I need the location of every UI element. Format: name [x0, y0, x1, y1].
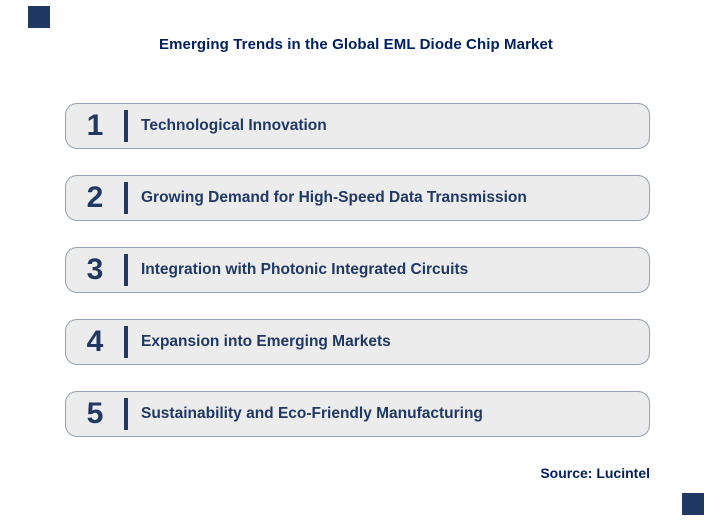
- trend-label: Growing Demand for High-Speed Data Trans…: [141, 189, 527, 206]
- trend-label: Expansion into Emerging Markets: [141, 333, 391, 350]
- corner-square-top-left: [28, 6, 50, 28]
- trend-item: 1 Technological Innovation: [65, 103, 650, 149]
- corner-square-bottom-right: [682, 493, 704, 515]
- trend-number: 4: [86, 325, 104, 358]
- trend-number: 1: [86, 109, 104, 142]
- trend-label: Integration with Photonic Integrated Cir…: [141, 261, 469, 278]
- trend-number: 5: [86, 397, 104, 430]
- page-title: Emerging Trends in the Global EML Diode …: [158, 36, 554, 53]
- trend-number: 2: [86, 181, 104, 214]
- trend-item: 3 Integration with Photonic Integrated C…: [65, 247, 650, 293]
- divider-bar: [124, 398, 128, 430]
- trend-label: Sustainability and Eco-Friendly Manufact…: [141, 405, 483, 422]
- trend-number: 3: [86, 253, 104, 286]
- divider-bar: [124, 182, 128, 214]
- divider-bar: [124, 254, 128, 286]
- trend-item: 2 Growing Demand for High-Speed Data Tra…: [65, 175, 650, 221]
- trend-item: 5 Sustainability and Eco-Friendly Manufa…: [65, 391, 650, 437]
- source-credit: Source: Lucintel: [540, 465, 650, 481]
- trend-item: 4 Expansion into Emerging Markets: [65, 319, 650, 365]
- divider-bar: [124, 110, 128, 142]
- trend-label: Technological Innovation: [141, 117, 327, 134]
- divider-bar: [124, 326, 128, 358]
- trend-list: 1 Technological Innovation 2 Growing Dem…: [65, 103, 650, 437]
